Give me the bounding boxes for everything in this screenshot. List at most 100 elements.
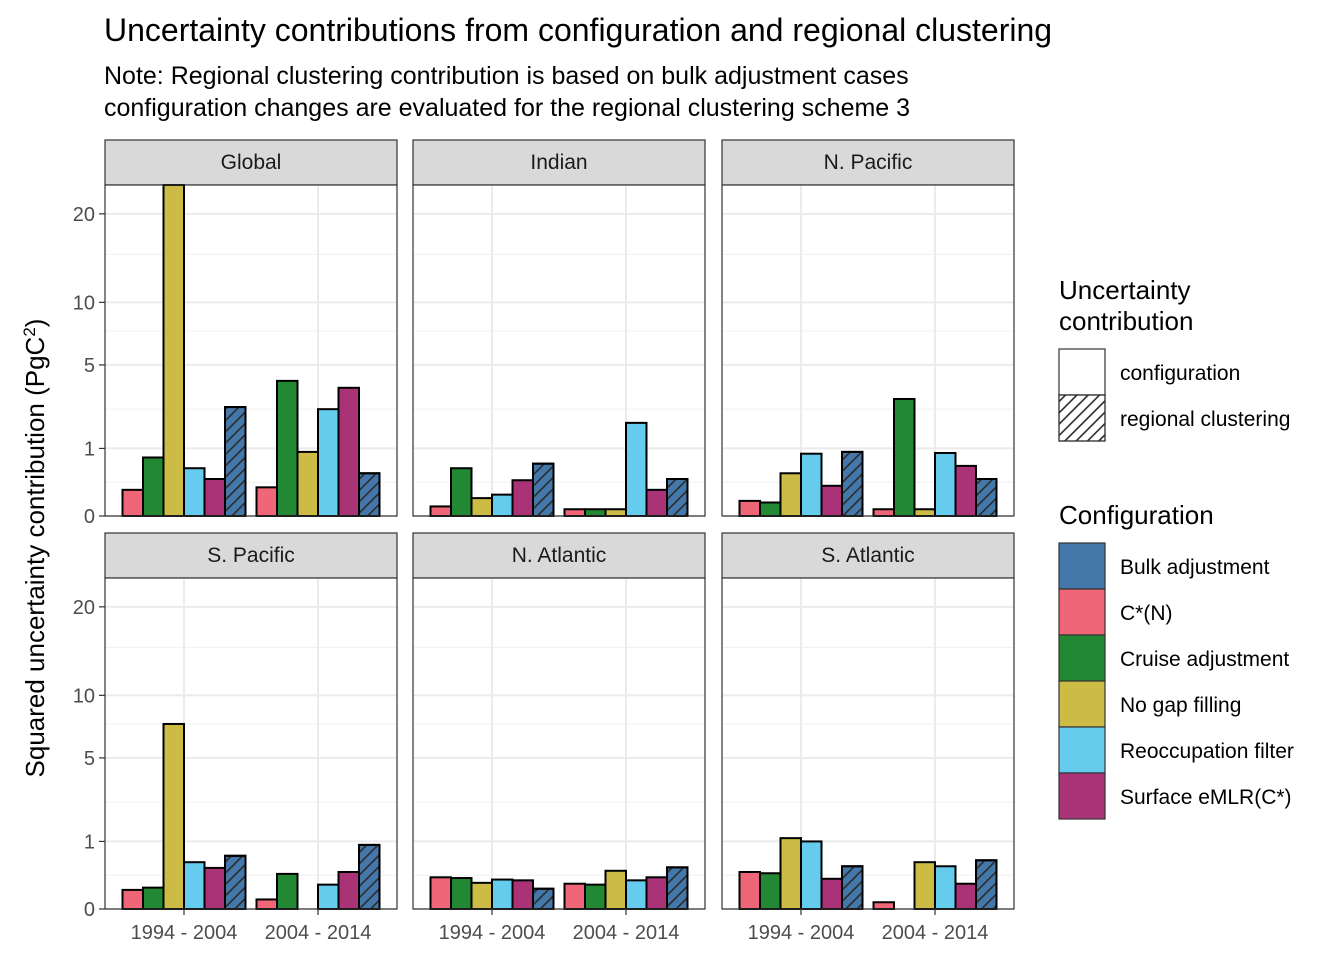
- facet-strip-label: N. Atlantic: [512, 544, 607, 567]
- bar-surface-emlr-c: [954, 882, 977, 911]
- bar-reoccupation-filter: [934, 451, 957, 518]
- bar-reoccupation-filter: [491, 493, 514, 517]
- facet-strip: [721, 139, 1015, 186]
- y-tick-label: 10: [73, 292, 95, 314]
- bar-hatch-overlay: [975, 859, 998, 911]
- bar-c-n: [563, 508, 586, 518]
- bar-hatch-overlay: [975, 477, 998, 517]
- bar-reoccupation-filter: [934, 865, 957, 910]
- x-tick-label: 1994 - 2004: [748, 922, 855, 944]
- facet-strip-label: S. Atlantic: [821, 544, 914, 567]
- facet-s-atlantic: S. Atlantic 1994 - 2004 2004 - 2014: [721, 532, 1015, 944]
- bar-c-n: [872, 901, 895, 910]
- y-tick-label: 1: [84, 831, 95, 853]
- bar-cruise-adjustment: [584, 883, 607, 910]
- bar-cruise-adjustment: [893, 397, 916, 517]
- bar-hatch-overlay: [224, 406, 247, 517]
- bar-c-n: [872, 508, 895, 518]
- panel-border: [721, 184, 1015, 517]
- bar-reoccupation-filter: [183, 467, 206, 518]
- y-tick-label: 20: [73, 597, 95, 619]
- bar-hatch-overlay: [666, 477, 689, 517]
- bar-no-gap-filling: [162, 184, 185, 517]
- bar-reoccupation-filter: [183, 861, 206, 910]
- legend-config-title: Configuration: [1059, 500, 1214, 530]
- bar-hatch-overlay: [224, 854, 247, 910]
- bar-reoccupation-filter: [317, 883, 340, 910]
- y-tick-label: 5: [84, 748, 95, 770]
- bar-c-n: [429, 876, 452, 910]
- bar-cruise-adjustment: [142, 456, 165, 517]
- facet-strip: [412, 532, 706, 579]
- bar-cruise-adjustment: [759, 501, 782, 517]
- facet-strip: [104, 532, 398, 579]
- legend-item-label: C*(N): [1120, 602, 1173, 625]
- facet-panels: Global 0 1 5 10 20 Indian N. Pacific S. Pacific 0…: [73, 139, 1015, 944]
- bar-surface-emlr-c: [337, 870, 360, 911]
- y-tick-label: 0: [84, 899, 95, 921]
- bar-cruise-adjustment: [759, 872, 782, 911]
- panel-border: [412, 577, 706, 910]
- legend-swatch: [1058, 588, 1106, 636]
- y-tick-label: 10: [73, 685, 95, 707]
- legend-fill-title-line1: Uncertainty: [1059, 275, 1191, 305]
- bar-cruise-adjustment: [450, 467, 473, 518]
- x-tick-label: 2004 - 2014: [265, 922, 372, 944]
- bar-c-n: [121, 888, 144, 911]
- y-tick-label: 5: [84, 355, 95, 377]
- bar-cruise-adjustment: [584, 508, 607, 518]
- bar-no-gap-filling: [470, 497, 493, 518]
- legend-swatch: [1058, 772, 1106, 820]
- chart-subtitle-line1: Note: Regional clustering contribution i…: [104, 62, 909, 90]
- bar-no-gap-filling: [913, 508, 936, 518]
- facet-strip: [104, 139, 398, 186]
- facet-strip-label: Global: [221, 151, 282, 174]
- bar-no-gap-filling: [779, 472, 802, 518]
- panel-background: [413, 578, 705, 909]
- bar-surface-emlr-c: [954, 464, 977, 518]
- chart-title: Uncertainty contributions from configura…: [104, 12, 1052, 48]
- y-tick-label: 1: [84, 438, 95, 460]
- bar-no-gap-filling: [296, 450, 319, 518]
- bar-hatch-overlay: [666, 866, 689, 911]
- bar-hatch-overlay: [532, 462, 555, 517]
- bar-no-gap-filling: [604, 869, 627, 911]
- facet-n-pacific: N. Pacific: [721, 139, 1015, 518]
- legend-fill-title-line2: contribution: [1059, 306, 1193, 336]
- bar-no-gap-filling: [779, 837, 802, 911]
- legend-swatch: [1058, 726, 1106, 774]
- bar-c-n: [255, 898, 278, 910]
- bar-hatch-overlay: [358, 472, 381, 518]
- panel-border: [412, 184, 706, 517]
- bar-surface-emlr-c: [820, 484, 843, 517]
- bar-cruise-adjustment: [276, 379, 299, 517]
- legend-key-none: [1058, 348, 1106, 396]
- bar-hatch-overlay: [358, 843, 381, 910]
- facet-indian: Indian: [412, 139, 706, 518]
- y-axis-label: Squared uncertainty contribution (PgC2): [20, 319, 51, 778]
- y-tick-label: 0: [84, 506, 95, 528]
- panel-background: [105, 578, 397, 909]
- facet-global: Global 0 1 5 10 20: [73, 139, 398, 528]
- bar-c-n: [255, 486, 278, 518]
- bar-surface-emlr-c: [511, 479, 534, 518]
- bar-reoccupation-filter: [625, 879, 648, 910]
- legend-item-label: configuration: [1120, 362, 1240, 385]
- bar-reoccupation-filter: [800, 840, 823, 911]
- bar-surface-emlr-c: [511, 879, 534, 910]
- legend-configuration: Configuration Bulk adjustment C*(N) Cruise…: [1058, 500, 1294, 820]
- x-tick-label: 1994 - 2004: [131, 922, 238, 944]
- facet-n-atlantic: N. Atlantic 1994 - 2004 2004 - 2014: [412, 532, 706, 944]
- bar-cruise-adjustment: [142, 886, 165, 910]
- legend-item-label: Surface eMLR(C*): [1120, 786, 1292, 809]
- facet-strip: [721, 532, 1015, 579]
- facet-strip: [412, 139, 706, 186]
- bar-surface-emlr-c: [203, 477, 226, 517]
- bar-hatch-overlay: [532, 887, 555, 910]
- bar-surface-emlr-c: [203, 866, 226, 910]
- legend-item-label: No gap filling: [1120, 694, 1241, 717]
- bar-cruise-adjustment: [276, 872, 299, 911]
- panel-border: [721, 577, 1015, 910]
- bar-c-n: [738, 870, 761, 911]
- legend-key-hatch-overlay: [1058, 394, 1106, 442]
